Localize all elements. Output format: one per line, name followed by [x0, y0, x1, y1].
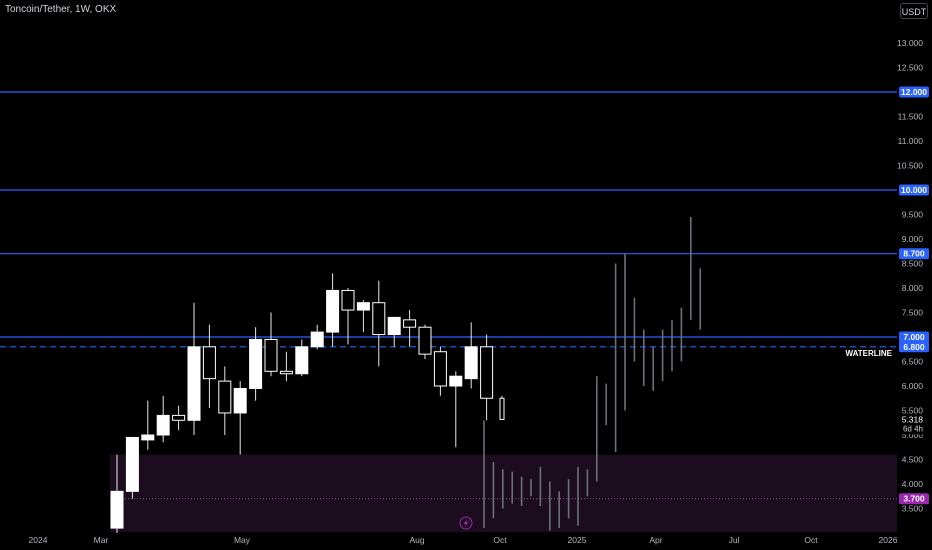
y-tick-label: 11.000: [898, 136, 924, 146]
y-tick-label: 4.500: [902, 455, 924, 465]
candle-body[interactable]: [326, 289, 340, 333]
y-tick-label: 9.500: [902, 210, 924, 220]
candle-body[interactable]: [499, 397, 505, 420]
candle-body[interactable]: [464, 346, 478, 380]
y-tick-label: 8.000: [902, 283, 924, 293]
candle-body[interactable]: [356, 302, 370, 311]
x-tick-label: 2026: [879, 535, 898, 545]
x-tick-label: Mar: [94, 535, 109, 545]
candle-body[interactable]: [418, 326, 432, 355]
x-tick-label: May: [234, 535, 251, 545]
y-tick-label: 4.000: [902, 479, 924, 489]
zone-tag-text: 3.700: [903, 494, 925, 504]
x-tick-label: Oct: [493, 535, 507, 545]
chart-title: Toncoin/Tether, 1W, OKX: [5, 4, 117, 15]
level-tag-text: 7.000: [903, 332, 925, 342]
level-tag-text: 10.000: [901, 185, 927, 195]
candle-body[interactable]: [249, 338, 263, 389]
candle-body[interactable]: [172, 414, 186, 421]
candle-body[interactable]: [141, 434, 155, 441]
x-tick-label: 2024: [29, 535, 48, 545]
level-tag-7.000[interactable]: [899, 331, 929, 343]
countdown-text: 6d 4h: [903, 424, 923, 433]
y-tick-label: 6.000: [902, 381, 924, 391]
x-tick-label: Jul: [729, 535, 740, 545]
candle-body[interactable]: [403, 319, 417, 328]
y-tick-label: 8.500: [902, 259, 924, 269]
candle-body[interactable]: [218, 380, 232, 414]
y-tick-label: 5.000: [902, 430, 924, 440]
level-tag-6.800[interactable]: [899, 341, 929, 353]
y-tick-label: 3.500: [902, 504, 924, 514]
candle-body[interactable]: [202, 346, 216, 380]
level-tag-text: 6.800: [903, 342, 925, 352]
candle-body[interactable]: [125, 436, 139, 492]
candle-body[interactable]: [372, 302, 386, 336]
level-tag-text: 8.700: [903, 249, 925, 259]
zone-tag[interactable]: [899, 493, 929, 505]
x-tick-label: Oct: [804, 535, 818, 545]
candle-body[interactable]: [387, 316, 401, 336]
candle-body[interactable]: [433, 351, 447, 387]
y-tick-label: 5.500: [902, 406, 924, 416]
y-tick-label: 9.000: [902, 234, 924, 244]
candle-body[interactable]: [449, 375, 463, 387]
candle-body[interactable]: [341, 289, 355, 311]
candle-body[interactable]: [233, 387, 247, 414]
current-price-tag: [899, 414, 927, 435]
candle-body[interactable]: [279, 370, 293, 375]
candle-body[interactable]: [480, 346, 494, 399]
candle-body[interactable]: [110, 490, 124, 529]
y-tick-label: 11.500: [898, 112, 924, 122]
level-tag-8.700[interactable]: [899, 248, 929, 260]
x-tick-label: Aug: [409, 535, 424, 545]
lightning-icon[interactable]: [459, 516, 473, 530]
y-tick-label: 13.000: [897, 38, 923, 48]
level-tag-text: 12.000: [901, 87, 927, 97]
y-tick-label: 12.500: [897, 63, 923, 73]
currency-button[interactable]: USDT: [900, 3, 928, 19]
candle-body[interactable]: [295, 346, 309, 375]
x-tick-label: Apr: [649, 535, 662, 545]
candle-body[interactable]: [264, 338, 278, 372]
y-tick-label: 7.500: [902, 308, 924, 318]
y-tick-label: 10.500: [897, 161, 923, 171]
level-tag-12.000[interactable]: [899, 86, 929, 98]
y-tick-label: 6.500: [902, 357, 924, 367]
level-tag-10.000[interactable]: [899, 184, 929, 196]
candle-body[interactable]: [310, 331, 324, 348]
lightning-bolt: [463, 518, 469, 528]
current-price-text: 5.318: [902, 414, 924, 424]
candle-body[interactable]: [187, 346, 201, 421]
waterline-annotation: WATERLINE: [845, 349, 892, 358]
candle-body[interactable]: [156, 414, 170, 436]
x-tick-label: 2025: [568, 535, 587, 545]
